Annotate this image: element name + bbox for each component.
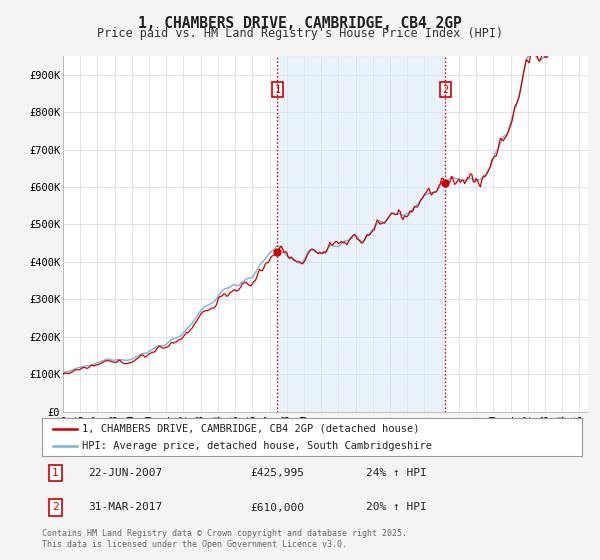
Text: 1, CHAMBERS DRIVE, CAMBRIDGE, CB4 2GP: 1, CHAMBERS DRIVE, CAMBRIDGE, CB4 2GP bbox=[138, 16, 462, 31]
Text: 31-MAR-2017: 31-MAR-2017 bbox=[88, 502, 162, 512]
Text: 24% ↑ HPI: 24% ↑ HPI bbox=[366, 468, 427, 478]
Text: 2: 2 bbox=[52, 502, 59, 512]
Text: Contains HM Land Registry data © Crown copyright and database right 2025.
This d: Contains HM Land Registry data © Crown c… bbox=[42, 529, 407, 549]
Text: 1, CHAMBERS DRIVE, CAMBRIDGE, CB4 2GP (detached house): 1, CHAMBERS DRIVE, CAMBRIDGE, CB4 2GP (d… bbox=[83, 424, 420, 434]
Text: 20% ↑ HPI: 20% ↑ HPI bbox=[366, 502, 427, 512]
Text: HPI: Average price, detached house, South Cambridgeshire: HPI: Average price, detached house, Sout… bbox=[83, 441, 433, 451]
Text: 1: 1 bbox=[274, 85, 281, 95]
Text: 1: 1 bbox=[52, 468, 59, 478]
Text: 2: 2 bbox=[442, 85, 448, 95]
Text: 22-JUN-2007: 22-JUN-2007 bbox=[88, 468, 162, 478]
Text: Price paid vs. HM Land Registry's House Price Index (HPI): Price paid vs. HM Land Registry's House … bbox=[97, 27, 503, 40]
Bar bbox=[277, 56, 445, 412]
Text: £610,000: £610,000 bbox=[250, 502, 304, 512]
Text: £425,995: £425,995 bbox=[250, 468, 304, 478]
